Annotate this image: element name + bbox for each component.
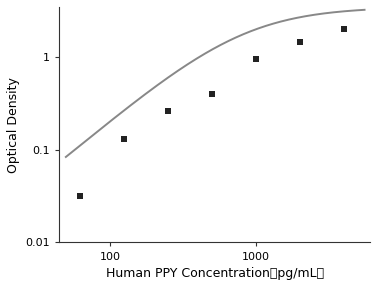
Point (297, 40, 303, 45)
Point (77, 193, 83, 198)
X-axis label: Human PPY Concentration（pg/mL）: Human PPY Concentration（pg/mL） (106, 267, 324, 280)
Y-axis label: Optical Density: Optical Density (7, 77, 20, 173)
Point (341, 27, 347, 32)
Point (253, 57, 259, 62)
Point (209, 92, 215, 96)
Point (165, 109, 171, 114)
Point (121, 137, 127, 142)
